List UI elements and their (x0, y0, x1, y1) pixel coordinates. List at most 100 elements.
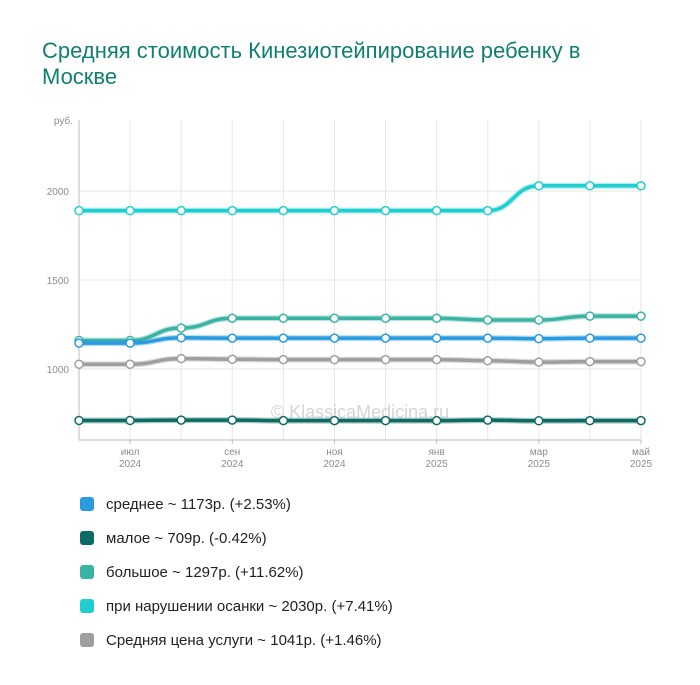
legend-label: малое ~ 709р. (-0.42%) (106, 529, 267, 547)
data-point (278, 205, 289, 216)
legend-label: Средняя цена услуги ~ 1041р. (+1.46%) (106, 631, 382, 649)
line-chart: © KlassicaMedicina.ru руб. 1000 1500 2000 ию… (47, 115, 653, 470)
legend-swatch (80, 497, 94, 511)
x-tick-label: 2024 (323, 459, 346, 470)
watermark: © KlassicaMedicina.ru (271, 402, 449, 422)
data-point (534, 315, 544, 325)
data-point (431, 333, 442, 343)
axes: руб.100015002000июл2024сен2024ноя2024янв… (47, 115, 653, 470)
data-point (534, 357, 544, 367)
series-line (77, 184, 643, 213)
series-line (77, 314, 643, 343)
legend-item-posture[interactable]: при нарушении осанки ~ 2030р. (+7.41%) (80, 590, 393, 622)
data-point (585, 181, 595, 191)
x-tick-label: янв (429, 447, 445, 458)
chart-title: Средняя стоимость Кинезиотейпирование ре… (42, 38, 581, 89)
data-point (380, 415, 391, 426)
data-point (380, 354, 391, 365)
series-avg_service (74, 353, 646, 370)
y-tick-label: 1500 (47, 276, 70, 287)
series-large (74, 311, 646, 346)
x-tick-label: сен (224, 447, 240, 458)
x-tick-label: июл (121, 447, 140, 458)
legend-item-mean[interactable]: среднее ~ 1173р. (+2.53%) (80, 488, 393, 520)
legend-label: большое ~ 1297р. (+11.62%) (106, 563, 304, 581)
x-tick-label: 2025 (528, 459, 551, 470)
data-point (278, 354, 289, 365)
legend-label: среднее ~ 1173р. (+2.53%) (106, 495, 291, 513)
grid (78, 120, 642, 440)
y-axis-unit-label: руб. (54, 115, 73, 127)
series-group (74, 181, 646, 426)
series-line-shadow (76, 182, 644, 214)
y-tick-label: 1000 (47, 365, 70, 376)
data-point (329, 415, 340, 426)
data-point (482, 205, 493, 216)
legend-item-avg-service[interactable]: Средняя цена услуги ~ 1041р. (+1.46%) (80, 624, 393, 656)
data-point (482, 315, 493, 325)
data-point (636, 311, 646, 321)
series-posture (74, 181, 646, 216)
legend-label: при нарушении осанки ~ 2030р. (+7.41%) (106, 597, 393, 615)
x-tick-label: май (632, 447, 650, 458)
legend-swatch (80, 633, 94, 647)
x-tick-label: ноя (326, 447, 343, 458)
data-point (278, 313, 289, 323)
x-tick-label: мар (530, 447, 548, 458)
data-point (431, 313, 442, 323)
legend-item-small[interactable]: малое ~ 709р. (-0.42%) (80, 522, 393, 554)
data-point (585, 356, 595, 367)
data-point (534, 181, 544, 191)
data-point (176, 323, 186, 333)
legend-swatch (80, 531, 94, 545)
data-point (534, 416, 544, 426)
data-point (227, 333, 238, 343)
data-point (329, 333, 340, 343)
data-point (125, 415, 135, 426)
data-point (431, 205, 442, 216)
data-point (176, 353, 186, 364)
data-point (431, 415, 442, 426)
data-point (636, 333, 646, 343)
series-line (77, 336, 643, 345)
series-line (77, 356, 643, 367)
data-point (636, 356, 646, 367)
data-point (227, 354, 238, 365)
data-point (585, 333, 595, 343)
data-point (125, 205, 135, 216)
data-point (227, 205, 238, 216)
data-point (278, 415, 289, 426)
data-point (125, 338, 135, 348)
data-point (176, 205, 186, 216)
data-point (534, 333, 544, 344)
data-point (125, 359, 135, 370)
series-line (77, 418, 643, 423)
data-point (329, 354, 340, 365)
data-point (329, 313, 340, 323)
data-point (176, 415, 186, 425)
legend: среднее ~ 1173р. (+2.53%) малое ~ 709р. … (80, 488, 393, 658)
x-tick-label: 2024 (119, 459, 142, 470)
x-tick-label: 2025 (630, 459, 653, 470)
series-mean (74, 333, 646, 348)
data-point (227, 415, 238, 425)
data-point (482, 415, 493, 425)
data-point (227, 313, 238, 323)
data-point (482, 355, 493, 366)
data-point (431, 354, 442, 365)
data-point (482, 333, 493, 343)
data-point (585, 415, 595, 426)
legend-swatch (80, 599, 94, 613)
data-point (74, 205, 84, 216)
data-point (74, 359, 84, 370)
data-point (380, 333, 391, 343)
x-tick-label: 2025 (426, 459, 449, 470)
y-tick-label: 2000 (47, 187, 70, 198)
data-point (74, 415, 84, 426)
data-point (380, 313, 391, 323)
series-small (74, 415, 646, 426)
legend-item-large[interactable]: большое ~ 1297р. (+11.62%) (80, 556, 393, 588)
data-point (176, 333, 186, 343)
legend-swatch (80, 565, 94, 579)
